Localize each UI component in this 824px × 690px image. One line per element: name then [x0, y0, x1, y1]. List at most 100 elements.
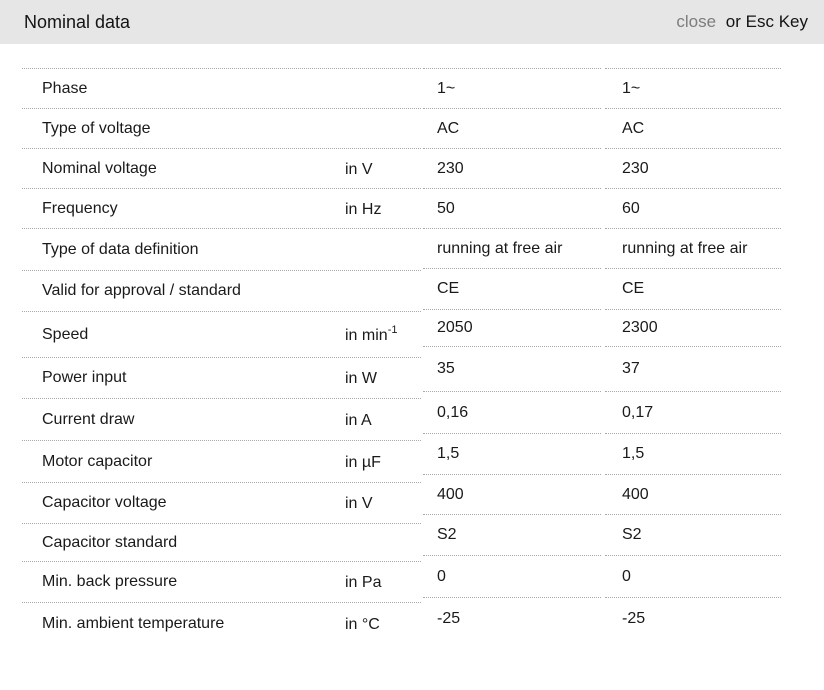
close-button[interactable]: close: [676, 12, 717, 31]
spec-value-cell: AC: [423, 109, 601, 149]
spec-value: AC: [437, 119, 460, 137]
spec-value-cell: -25: [605, 598, 781, 640]
spec-value: 0,16: [437, 403, 469, 421]
spec-value-cell: 50: [423, 189, 601, 229]
spec-label: Power input: [42, 369, 127, 386]
spec-value-cell: S2: [605, 515, 781, 556]
spec-value-cell: 60: [605, 189, 781, 229]
spec-row-capacitor-standard: Capacitor standard: [22, 524, 421, 562]
spec-unit: in min-1: [345, 323, 398, 344]
spec-value: running at free air: [622, 239, 748, 257]
spec-label: Min. back pressure: [42, 573, 178, 590]
spec-label: Min. ambient temperature: [42, 615, 225, 632]
spec-value: 35: [437, 360, 455, 377]
spec-row-valid-for-approval: Valid for approval / standard: [22, 271, 421, 312]
spec-value-cell: 1,5: [423, 434, 601, 475]
spec-value-cell: 0: [605, 556, 781, 598]
spec-value: 1,5: [437, 445, 460, 462]
spec-label: Phase: [42, 79, 88, 97]
spec-unit: in µF: [345, 453, 381, 471]
spec-value: 400: [622, 485, 649, 503]
spec-value-cell: CE: [605, 269, 781, 310]
spec-value: S2: [437, 526, 457, 543]
spec-label: Nominal voltage: [42, 159, 157, 177]
spec-label: Type of voltage: [42, 119, 151, 137]
spec-value: 1~: [622, 79, 641, 97]
spec-value-cell: 35: [423, 347, 601, 392]
spec-row-type-of-data-definition: Type of data definition: [22, 229, 421, 271]
spec-value-cell: 400: [423, 475, 601, 515]
spec-value: 1,5: [622, 445, 645, 462]
spec-row-phase: Phase: [22, 69, 421, 109]
spec-value: 50: [437, 199, 455, 217]
nominal-data-table: Phase Type of voltage Nominal voltage in…: [22, 68, 781, 645]
spec-value: CE: [437, 280, 460, 297]
spec-row-nominal-voltage: Nominal voltage in V: [22, 149, 421, 189]
spec-value-cell: 1~: [605, 69, 781, 109]
spec-value: 230: [437, 159, 464, 177]
spec-row-speed: Speed in min-1: [22, 312, 421, 358]
spec-value: S2: [622, 526, 642, 543]
spec-value-cell: 400: [605, 475, 781, 515]
spec-value: 60: [622, 199, 640, 217]
spec-value: 1~: [437, 79, 456, 97]
spec-row-type-of-voltage: Type of voltage: [22, 109, 421, 149]
spec-value-cell: CE: [423, 269, 601, 310]
spec-value-cell: running at free air: [605, 229, 781, 269]
spec-value: -25: [437, 610, 461, 627]
spec-row-frequency: Frequency in Hz: [22, 189, 421, 229]
spec-value-cell: 1,5: [605, 434, 781, 475]
value-column-1: 1~ AC 230 50 running at free air CE 2050…: [423, 68, 601, 640]
spec-unit: in °C: [345, 616, 380, 634]
spec-value-cell: S2: [423, 515, 601, 556]
spec-row-min-back-pressure: Min. back pressure in Pa: [22, 562, 421, 603]
spec-label: Frequency: [42, 199, 118, 217]
spec-label: Valid for approval / standard: [42, 282, 241, 299]
spec-value: 0: [437, 567, 446, 585]
spec-value: CE: [622, 280, 645, 297]
spec-row-current-draw: Current draw in A: [22, 399, 421, 441]
spec-value-cell: AC: [605, 109, 781, 149]
spec-value-cell: 1~: [423, 69, 601, 109]
spec-label: Speed: [42, 325, 89, 343]
modal-header: Nominal data close or Esc Key: [0, 0, 824, 44]
spec-value-cell: 0: [423, 556, 601, 598]
spec-value-cell: 0,17: [605, 392, 781, 434]
spec-label: Motor capacitor: [42, 452, 153, 470]
spec-value: 2050: [437, 319, 473, 336]
nominal-data-dialog: Nominal data close or Esc Key Phase Type…: [0, 0, 824, 645]
spec-value: 0,17: [622, 403, 654, 421]
spec-value: 400: [437, 485, 464, 503]
spec-value: -25: [622, 610, 646, 627]
spec-value-cell: 0,16: [423, 392, 601, 434]
close-controls: close or Esc Key: [676, 12, 808, 32]
spec-label: Current draw: [42, 410, 135, 428]
spec-value-cell: 37: [605, 347, 781, 392]
esc-key-hint: or Esc Key: [725, 12, 808, 31]
spec-label: Type of data definition: [42, 240, 199, 258]
spec-value: 37: [622, 360, 640, 377]
spec-value-cell: 2300: [605, 310, 781, 347]
spec-value-cell: running at free air: [423, 229, 601, 269]
page-title: Nominal data: [24, 11, 131, 32]
spec-label: Capacitor voltage: [42, 494, 167, 511]
spec-value-cell: 230: [423, 149, 601, 189]
spec-unit: in V: [345, 160, 373, 178]
spec-value: running at free air: [437, 239, 563, 257]
spec-row-power-input: Power input in W: [22, 358, 421, 399]
spec-value-cell: 2050: [423, 310, 601, 347]
spec-row-min-ambient-temperature: Min. ambient temperature in °C: [22, 603, 421, 645]
spec-unit: in V: [345, 495, 373, 513]
value-column-2: 1~ AC 230 60 running at free air CE 2300…: [605, 68, 781, 640]
spec-row-capacitor-voltage: Capacitor voltage in V: [22, 483, 421, 524]
spec-value-cell: 230: [605, 149, 781, 189]
spec-unit: in Pa: [345, 574, 382, 592]
spec-value: 0: [622, 567, 631, 585]
spec-label: Capacitor standard: [42, 533, 178, 551]
spec-unit: in A: [345, 411, 372, 429]
spec-value: 230: [622, 159, 649, 177]
spec-value: 2300: [622, 319, 658, 336]
spec-row-motor-capacitor: Motor capacitor in µF: [22, 441, 421, 483]
spec-value: AC: [622, 119, 645, 137]
spec-unit: in Hz: [345, 200, 382, 218]
